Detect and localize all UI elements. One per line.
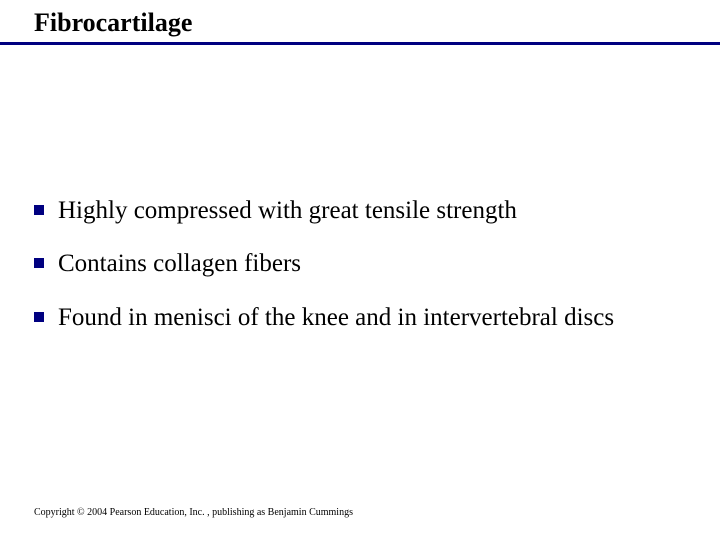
list-item: Found in menisci of the knee and in inte… (34, 302, 690, 333)
copyright-footer: Copyright © 2004 Pearson Education, Inc.… (34, 507, 353, 518)
bullet-icon (34, 258, 44, 268)
list-item: Contains collagen fibers (34, 248, 690, 279)
bullet-icon (34, 205, 44, 215)
bullet-list: Highly compressed with great tensile str… (34, 195, 690, 355)
bullet-icon (34, 312, 44, 322)
list-item: Highly compressed with great tensile str… (34, 195, 690, 226)
bullet-text: Found in menisci of the knee and in inte… (58, 302, 614, 333)
slide: Fibrocartilage Highly compressed with gr… (0, 0, 720, 540)
bullet-text: Contains collagen fibers (58, 248, 301, 279)
title-underline (0, 42, 720, 45)
bullet-text: Highly compressed with great tensile str… (58, 195, 517, 226)
slide-title: Fibrocartilage (34, 8, 192, 38)
